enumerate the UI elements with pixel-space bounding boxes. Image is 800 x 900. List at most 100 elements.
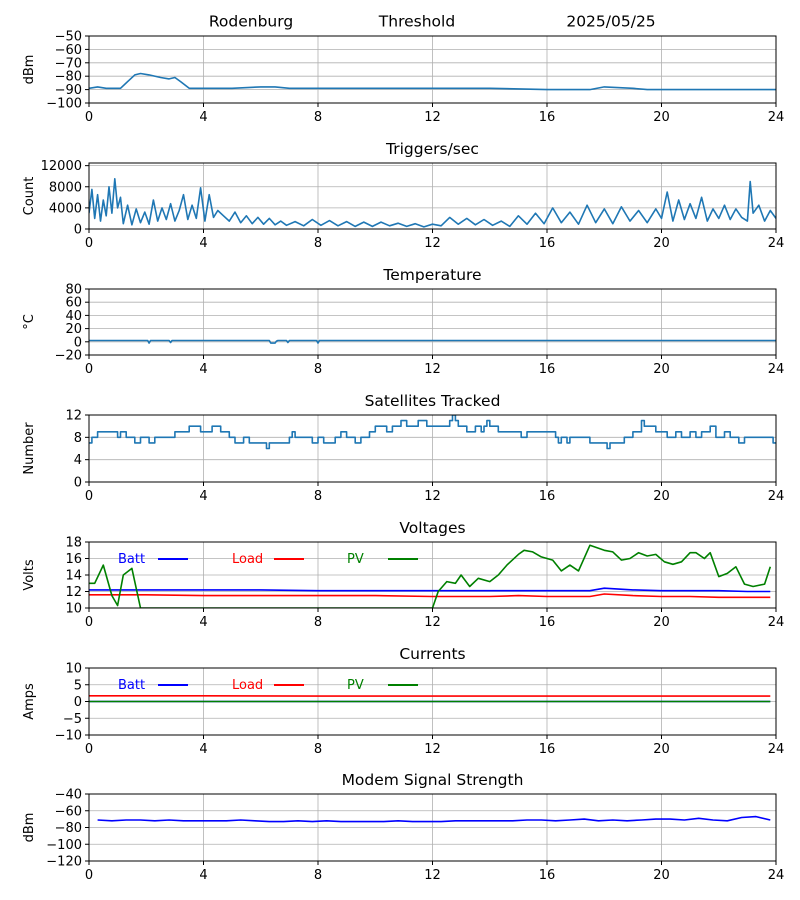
y-axis-label: dBm bbox=[22, 55, 37, 85]
y-tick-label: −120 bbox=[46, 855, 82, 870]
y-tick-label: −60 bbox=[55, 43, 82, 58]
y-tick-label: −5 bbox=[63, 712, 82, 727]
x-tick-label: 0 bbox=[85, 489, 93, 504]
x-tick-label: 24 bbox=[768, 742, 785, 757]
legend-label-batt: Batt bbox=[118, 552, 145, 567]
x-tick-label: 8 bbox=[314, 615, 322, 630]
series-line-load bbox=[89, 593, 771, 599]
x-tick-label: 0 bbox=[85, 236, 93, 251]
x-tick-label: 24 bbox=[768, 615, 785, 630]
y-axis-label: Volts bbox=[22, 559, 37, 591]
y-tick-label: 4000 bbox=[49, 201, 82, 216]
series-line-data bbox=[89, 72, 776, 91]
x-tick-label: 20 bbox=[653, 110, 670, 125]
x-tick-label: 8 bbox=[314, 868, 322, 883]
y-tick-label: −100 bbox=[46, 97, 82, 112]
y-tick-label: 0 bbox=[74, 695, 82, 710]
chart-title: Satellites Tracked bbox=[365, 392, 501, 410]
header-date: 2025/05/25 bbox=[566, 13, 655, 31]
y-axis-label: Count bbox=[22, 177, 37, 216]
y-axis-label: °C bbox=[22, 314, 37, 330]
x-tick-label: 24 bbox=[768, 362, 785, 377]
y-tick-label: −90 bbox=[55, 83, 82, 98]
x-tick-label: 20 bbox=[653, 615, 670, 630]
series-group bbox=[89, 339, 776, 344]
chart-panel-triggers: 0 4 8 12 16 20 24 0 4000 8000 12000 Triggers/sec Cou… bbox=[22, 140, 784, 251]
x-tick-label: 20 bbox=[653, 742, 670, 757]
y-tick-label: 12 bbox=[65, 409, 82, 424]
y-tick-label: 14 bbox=[65, 569, 82, 584]
legend-label-load: Load bbox=[232, 678, 263, 693]
x-tick-label: 20 bbox=[653, 362, 670, 377]
series-group bbox=[89, 415, 776, 450]
y-axis-label: dBm bbox=[22, 813, 37, 843]
x-tick-label: 4 bbox=[199, 615, 207, 630]
x-tick-label: 8 bbox=[314, 236, 322, 251]
x-tick-label: 12 bbox=[424, 236, 441, 251]
y-tick-label: −40 bbox=[55, 788, 82, 803]
y-tick-label: 60 bbox=[65, 296, 82, 311]
y-tick-label: 80 bbox=[65, 283, 82, 298]
series-line-data bbox=[89, 178, 776, 228]
x-tick-label: 24 bbox=[768, 110, 785, 125]
y-tick-label: 5 bbox=[74, 678, 82, 693]
x-tick-label: 20 bbox=[653, 236, 670, 251]
series-group bbox=[89, 72, 776, 91]
y-tick-label: 4 bbox=[74, 453, 82, 468]
x-tick-label: 16 bbox=[539, 742, 556, 757]
x-tick-label: 12 bbox=[424, 110, 441, 125]
x-tick-label: 4 bbox=[199, 868, 207, 883]
series-line-data bbox=[89, 415, 776, 450]
chart-title: Modem Signal Strength bbox=[342, 771, 524, 789]
y-tick-label: 0 bbox=[74, 223, 82, 238]
x-tick-label: 4 bbox=[199, 742, 207, 757]
series-line-pv bbox=[89, 544, 772, 608]
x-tick-label: 24 bbox=[768, 236, 785, 251]
header-mode: Threshold bbox=[378, 13, 455, 31]
y-tick-label: −20 bbox=[55, 349, 82, 364]
series-line-data bbox=[89, 339, 776, 344]
x-tick-label: 12 bbox=[424, 489, 441, 504]
x-tick-label: 20 bbox=[653, 489, 670, 504]
y-tick-label: 40 bbox=[65, 309, 82, 324]
x-tick-label: 0 bbox=[85, 362, 93, 377]
x-tick-label: 4 bbox=[199, 362, 207, 377]
x-tick-label: 16 bbox=[539, 489, 556, 504]
y-tick-label: 8000 bbox=[49, 180, 82, 195]
y-tick-label: −50 bbox=[55, 30, 82, 45]
series-group bbox=[89, 544, 772, 608]
x-tick-label: 4 bbox=[199, 489, 207, 504]
x-tick-label: 8 bbox=[314, 110, 322, 125]
x-tick-label: 16 bbox=[539, 236, 556, 251]
y-tick-label: 8 bbox=[74, 431, 82, 446]
y-tick-label: 0 bbox=[74, 335, 82, 350]
series-group bbox=[97, 815, 771, 823]
y-tick-label: 10 bbox=[65, 602, 82, 617]
x-tick-label: 12 bbox=[424, 742, 441, 757]
y-axis-label: Amps bbox=[22, 683, 37, 720]
legend-label-load: Load bbox=[232, 552, 263, 567]
x-tick-label: 20 bbox=[653, 868, 670, 883]
y-tick-label: −10 bbox=[55, 729, 82, 744]
chart-title: Triggers/sec bbox=[385, 140, 479, 158]
x-tick-label: 16 bbox=[539, 110, 556, 125]
y-axis-label: Number bbox=[22, 422, 37, 475]
y-tick-label: 12000 bbox=[41, 159, 82, 174]
header-station: Rodenburg bbox=[209, 13, 293, 31]
legend-label-pv: PV bbox=[347, 678, 364, 693]
chart-panel-modem: 0 4 8 12 16 20 24 −120 −100 −80 −60−40 Modem Signal… bbox=[22, 771, 784, 883]
chart-title: Currents bbox=[399, 645, 465, 663]
x-tick-label: 16 bbox=[539, 615, 556, 630]
series-group bbox=[89, 178, 776, 228]
x-tick-label: 12 bbox=[424, 615, 441, 630]
chart-title: Voltages bbox=[399, 519, 465, 537]
y-tick-label: 0 bbox=[74, 476, 82, 491]
chart-title: Temperature bbox=[382, 266, 481, 284]
x-tick-label: 16 bbox=[539, 868, 556, 883]
y-tick-label: −70 bbox=[55, 56, 82, 71]
chart-panel-satellites: 0 4 8 12 16 20 24 0 4 8 12 Satellites Tracked Number bbox=[22, 392, 784, 504]
x-tick-label: 12 bbox=[424, 868, 441, 883]
y-tick-label: −80 bbox=[55, 821, 82, 836]
x-tick-label: 24 bbox=[768, 489, 785, 504]
